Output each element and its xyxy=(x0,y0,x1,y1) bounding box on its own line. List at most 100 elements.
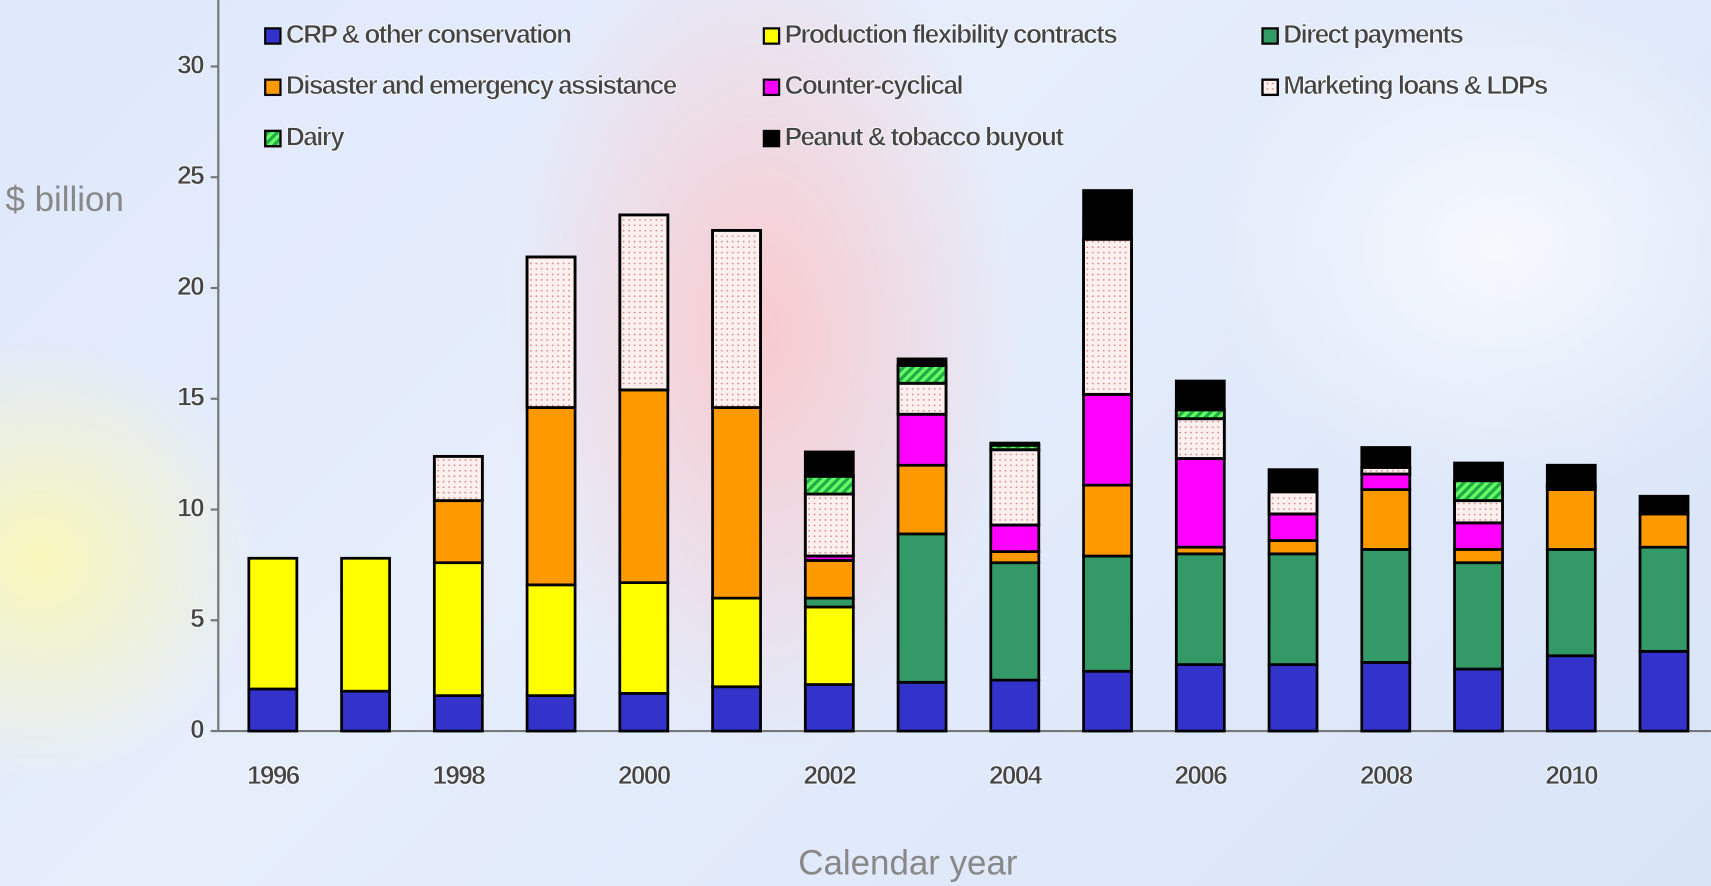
legend-pattern xyxy=(1261,78,1279,97)
bar-segment xyxy=(1360,488,1412,551)
bar-segment xyxy=(1267,512,1319,542)
bar-pattern xyxy=(896,364,948,385)
bar-segment xyxy=(1082,392,1133,487)
y-tick-label: 30 xyxy=(177,49,204,79)
legend-label: CRP & other conservation xyxy=(286,19,571,49)
bar-segment xyxy=(1453,521,1504,551)
bar-segment xyxy=(803,683,855,733)
bar-segment xyxy=(896,532,948,684)
bar-segment xyxy=(711,596,762,689)
legend-label: Counter-cyclical xyxy=(785,70,963,100)
bar-pattern xyxy=(896,381,948,416)
legend-label: Peanut & tobacco buyout xyxy=(785,121,1065,151)
bar-segment xyxy=(803,605,855,686)
bar-segment xyxy=(432,694,484,733)
bar-segment xyxy=(989,561,1041,682)
bar-segment xyxy=(1267,468,1319,494)
bar-segment xyxy=(1360,446,1412,469)
bar-segment xyxy=(989,523,1041,553)
bar-pattern xyxy=(803,474,855,496)
x-tick-label: 2004 xyxy=(989,760,1043,790)
bar-pattern xyxy=(1174,417,1226,460)
bar-segment xyxy=(896,463,948,536)
bar-segment xyxy=(1545,488,1597,551)
bar-pattern xyxy=(1082,237,1133,396)
bar-segment xyxy=(1267,663,1319,733)
bar-segment xyxy=(1174,552,1226,666)
bar-segment xyxy=(1638,494,1690,516)
legend-label: Production flexibility contracts xyxy=(785,19,1118,49)
bar-segment xyxy=(1545,463,1597,487)
bar-segment xyxy=(525,694,577,733)
legend-swatch xyxy=(264,78,282,97)
bar-segment xyxy=(711,406,762,600)
y-tick-label: 0 xyxy=(190,714,204,744)
bar-segment xyxy=(1082,554,1133,673)
y-tick-label: 5 xyxy=(190,603,204,633)
x-tick-label: 1998 xyxy=(432,760,485,790)
bar-pattern xyxy=(1267,490,1319,516)
bar-segment xyxy=(1082,189,1133,241)
x-tick-label: 1996 xyxy=(247,760,300,790)
y-tick-label: 25 xyxy=(177,160,204,190)
legend-label: Disaster and emergency assistance xyxy=(286,70,677,100)
bar-segment xyxy=(340,689,391,733)
bar-segment xyxy=(1082,483,1133,558)
bar-pattern xyxy=(432,454,484,503)
legend-swatch xyxy=(762,78,781,97)
bar-segment xyxy=(247,687,299,733)
legend-label: Dairy xyxy=(286,121,345,151)
x-tick-label: 2010 xyxy=(1545,760,1598,790)
legend-swatch xyxy=(762,27,781,45)
bar-segment xyxy=(432,561,484,697)
bar-segment xyxy=(989,678,1041,733)
x-tick-label: 2006 xyxy=(1174,760,1227,790)
bar-segment xyxy=(1638,649,1690,733)
bar-segment xyxy=(1174,379,1226,412)
bar-segment xyxy=(1453,561,1504,671)
bar-segment xyxy=(1174,663,1226,733)
bar-pattern xyxy=(1453,479,1504,503)
legend-pattern xyxy=(264,129,282,148)
legend-label: Direct payments xyxy=(1283,19,1463,49)
bar-segment xyxy=(1545,548,1597,658)
bar-pattern xyxy=(711,229,762,409)
x-tick-label: 2008 xyxy=(1360,760,1413,790)
bar-segment xyxy=(525,406,577,587)
bar-segment xyxy=(711,685,762,733)
bar-segment xyxy=(989,550,1041,565)
y-axis-label: $ billion xyxy=(6,180,124,219)
bar-segment xyxy=(1545,654,1597,733)
x-tick-label: 2002 xyxy=(803,760,856,790)
bar-segment xyxy=(803,559,855,600)
bar-segment xyxy=(1267,552,1319,666)
bar-segment xyxy=(525,583,577,697)
x-axis-label: Calendar year xyxy=(798,843,1018,882)
bar-segment xyxy=(1360,661,1412,733)
bar-segment xyxy=(896,680,948,733)
bar-pattern xyxy=(525,255,577,409)
bar-segment xyxy=(1267,539,1319,556)
legend-swatch xyxy=(264,27,282,45)
y-tick-label: 10 xyxy=(177,492,204,522)
bar-segment xyxy=(1360,472,1412,491)
bar-segment xyxy=(247,556,299,691)
legend-label: Marketing loans & LDPs xyxy=(1283,70,1548,100)
bar-pattern xyxy=(1453,499,1504,525)
x-tick-label: 2000 xyxy=(618,760,671,790)
bar-segment xyxy=(618,581,670,695)
bar-segment xyxy=(1453,548,1504,565)
bar-segment xyxy=(1638,545,1690,653)
bar-segment xyxy=(1453,461,1504,483)
bar-segment xyxy=(1453,667,1504,733)
bar-segment xyxy=(1638,512,1690,549)
bar-segment xyxy=(340,556,391,693)
bar-segment xyxy=(432,499,484,565)
bar-segment xyxy=(618,692,670,733)
bar-segment xyxy=(989,441,1041,447)
bar-segment xyxy=(896,357,948,367)
legend-swatch xyxy=(762,129,781,148)
